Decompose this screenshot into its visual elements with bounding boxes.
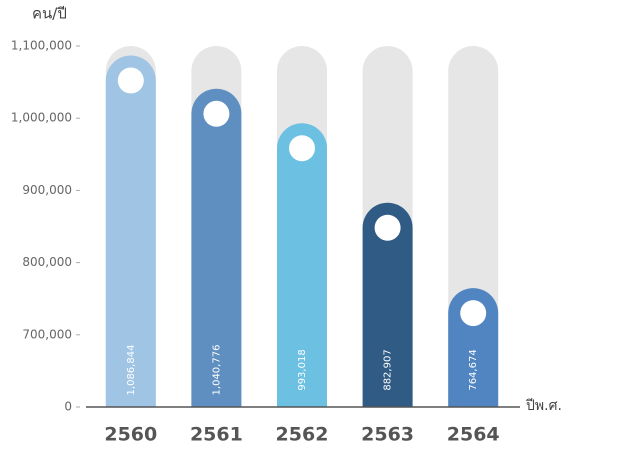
x-tick-label: 2564 [447,424,500,446]
bar [362,202,413,407]
value-label: 764,674 [468,349,479,390]
bar-marker [117,67,144,94]
bar-marker [374,214,401,241]
x-tick-label: 2560 [104,424,157,446]
bar [191,88,242,408]
x-tick-label: 2563 [361,424,414,446]
bar [448,288,499,407]
bar-marker [203,100,230,127]
bar [105,55,156,408]
x-axis-label: ปีพ.ศ. [526,398,562,414]
value-label: 1,040,776 [211,345,222,396]
value-label: 1,086,844 [126,345,137,396]
value-label: 993,018 [297,349,308,390]
bar-marker [460,300,487,327]
y-tick-label: 0 [64,400,72,414]
x-tick-label: 2562 [276,424,329,446]
y-tick-label: 900,000 [22,183,72,197]
bar [277,123,327,407]
y-tick-label: 700,000 [22,327,72,341]
y-axis-label: คน/ปี [32,5,67,23]
x-tick-label: 2561 [190,424,243,446]
bar-marker [289,135,315,162]
y-tick-label: 1,100,000 [11,39,72,53]
value-label: 882,907 [383,349,394,390]
y-tick-label: 1,000,000 [11,111,72,125]
y-tick-label: 800,000 [22,255,72,269]
